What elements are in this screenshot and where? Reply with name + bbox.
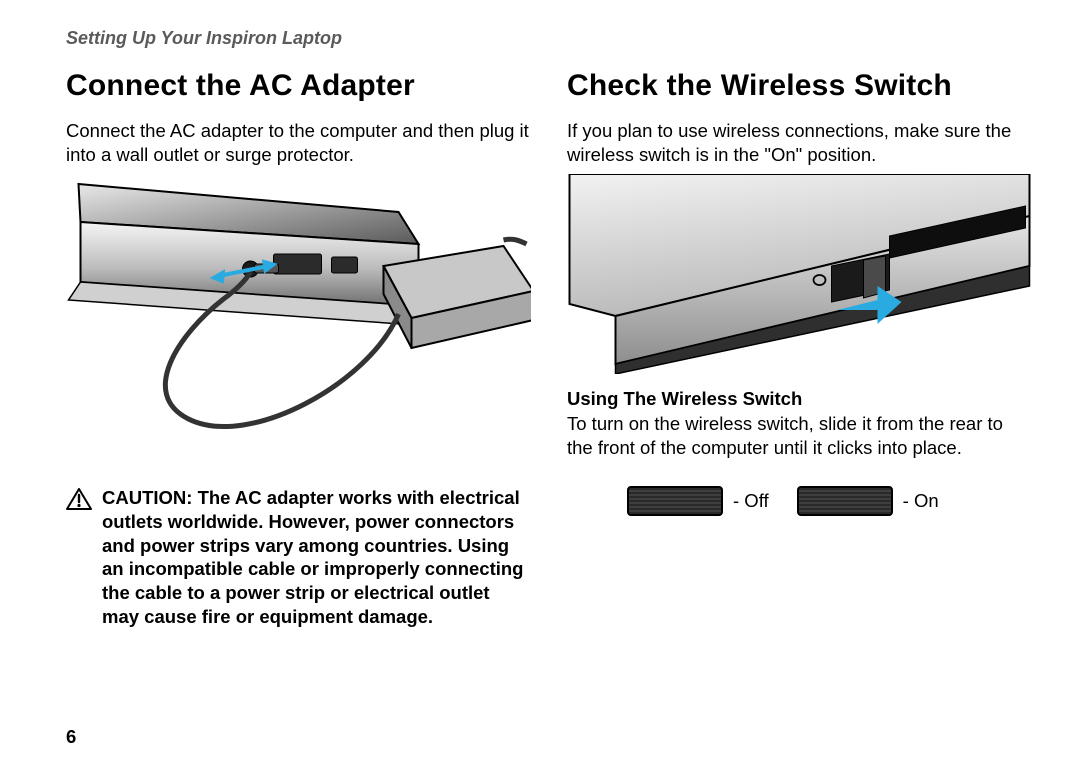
switch-state-row: - Off - On (567, 486, 1032, 516)
manual-page: Setting Up Your Inspiron Laptop Connect … (0, 0, 1080, 766)
switch-off-label: - Off (733, 490, 769, 512)
illustration-ac-adapter (66, 174, 531, 474)
two-column-layout: Connect the AC Adapter Connect the AC ad… (66, 69, 1032, 706)
left-column: Connect the AC Adapter Connect the AC ad… (66, 69, 531, 706)
ac-adapter-intro: Connect the AC adapter to the computer a… (66, 119, 531, 166)
switch-on-icon (797, 486, 893, 516)
warning-triangle-icon (66, 488, 92, 510)
illustration-wireless-switch (567, 174, 1032, 374)
heading-ac-adapter: Connect the AC Adapter (66, 69, 531, 103)
heading-wireless-switch: Check the Wireless Switch (567, 69, 1032, 103)
sub-heading-using-switch: Using The Wireless Switch (567, 388, 1032, 410)
switch-off-icon (627, 486, 723, 516)
switch-on-label: - On (903, 490, 939, 512)
caution-block: CAUTION: The AC adapter works with elect… (66, 486, 531, 628)
wireless-instructions: To turn on the wireless switch, slide it… (567, 412, 1032, 459)
right-column: Check the Wireless Switch If you plan to… (567, 69, 1032, 706)
running-header: Setting Up Your Inspiron Laptop (66, 28, 1032, 49)
wireless-intro: If you plan to use wireless connections,… (567, 119, 1032, 166)
caution-text: CAUTION: The AC adapter works with elect… (102, 486, 531, 628)
page-number: 6 (66, 706, 1032, 748)
